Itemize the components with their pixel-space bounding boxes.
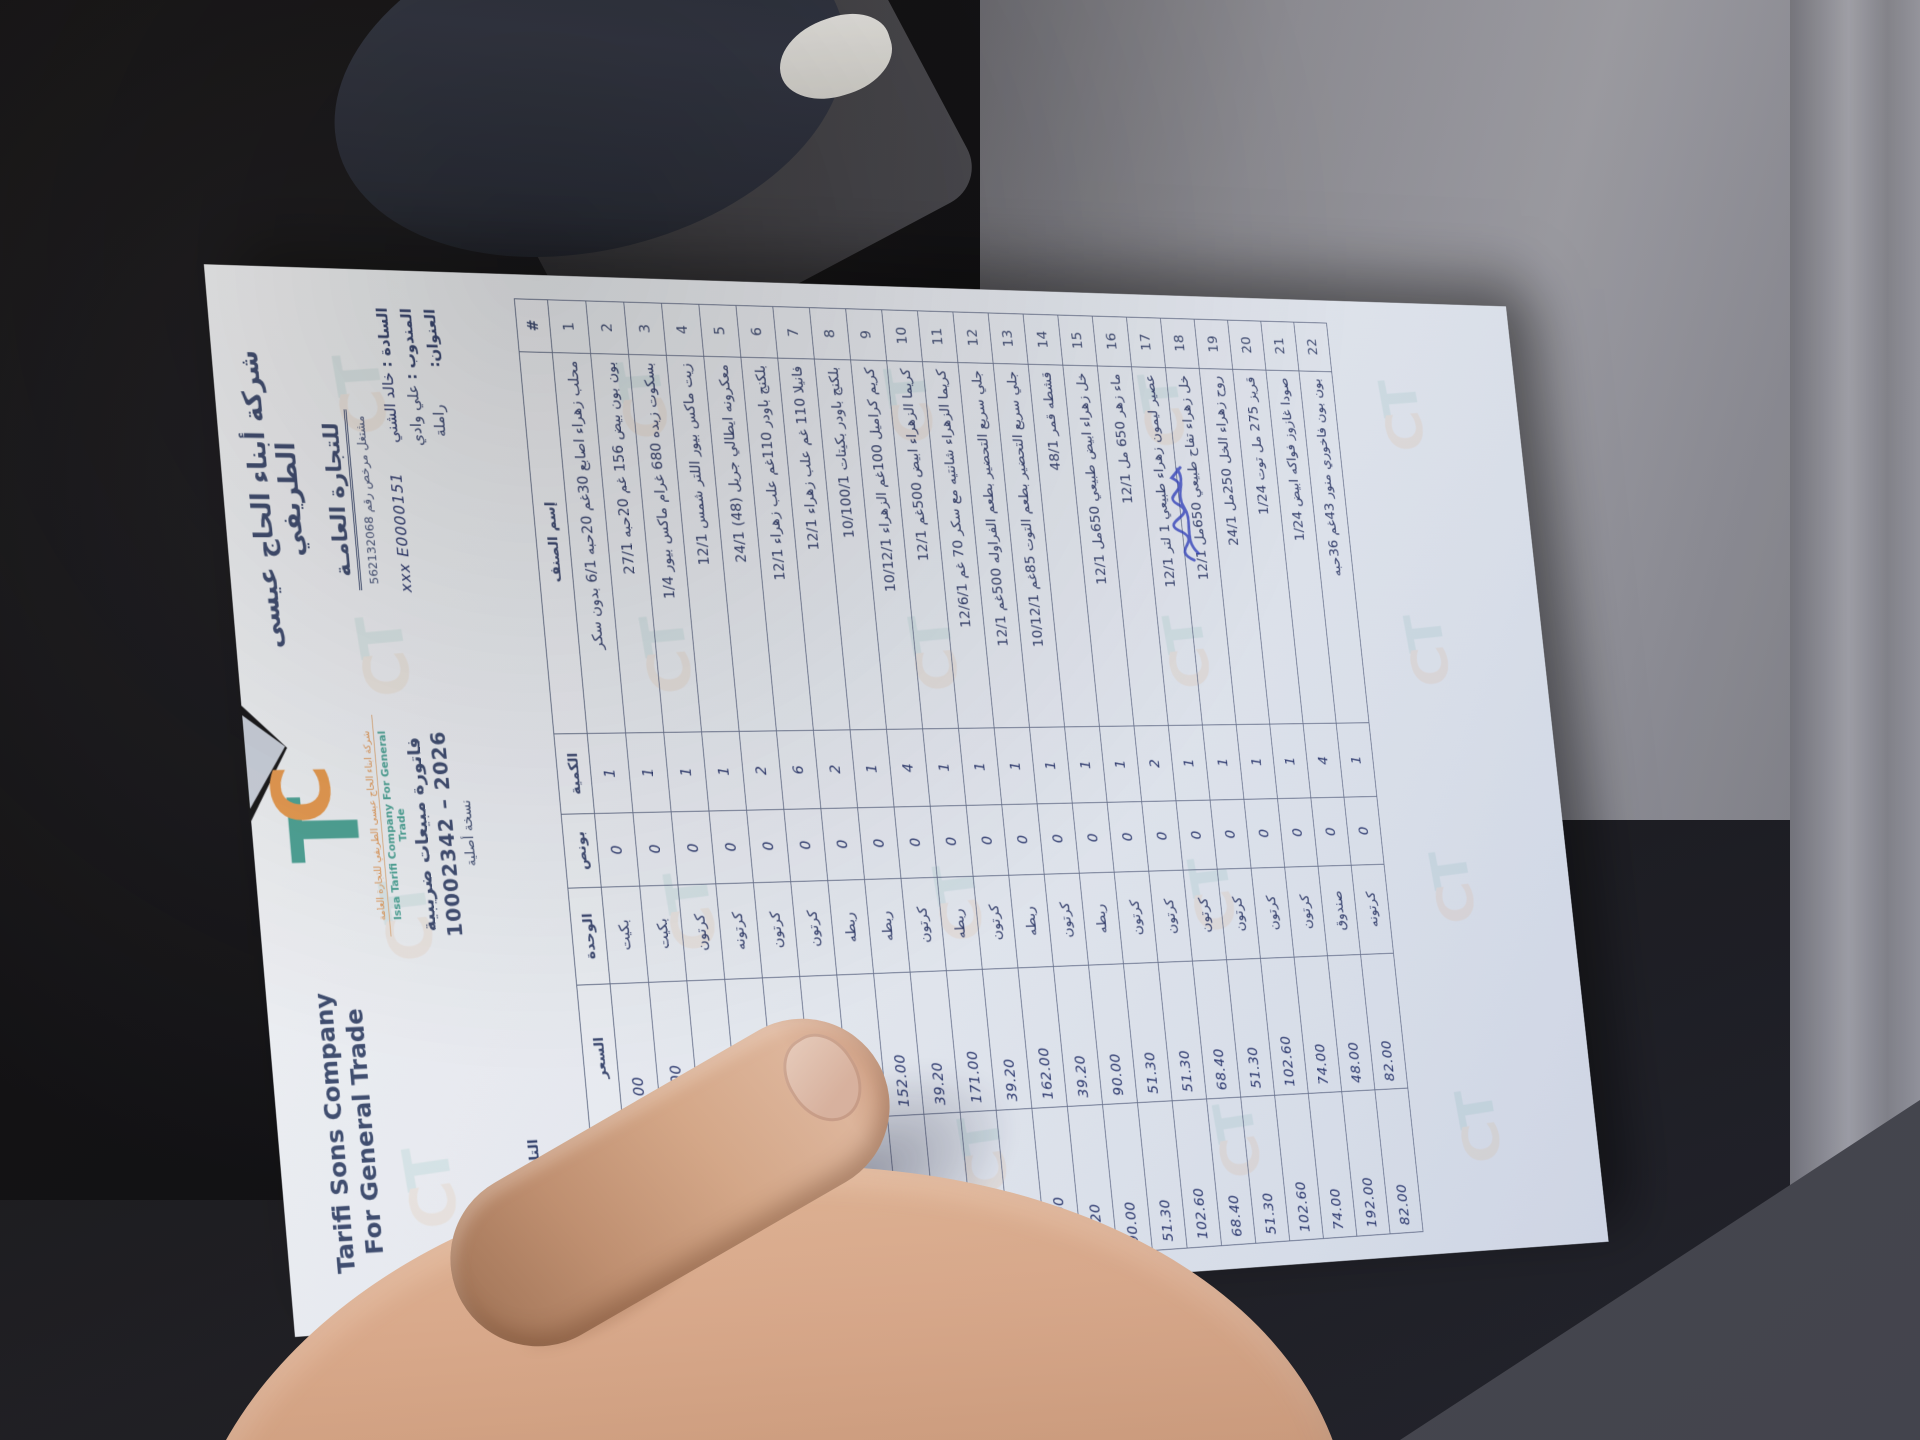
row-number-cell: 9 — [845, 308, 887, 361]
row-number-cell: 6 — [735, 305, 778, 358]
bonus-cell: 0 — [1343, 796, 1385, 866]
row-number-cell: 3 — [623, 302, 667, 355]
tc-logo-icon: T C — [253, 715, 384, 940]
row-number-cell: 7 — [772, 306, 815, 359]
row-number-cell: 14 — [1023, 314, 1063, 365]
row-number-cell: 15 — [1057, 315, 1098, 366]
row-number-cell: 20 — [1227, 320, 1266, 370]
bonus-cell: 0 — [594, 812, 640, 888]
rep-label: المندوب : — [396, 307, 421, 380]
row-number-cell: 21 — [1260, 321, 1299, 371]
company-name-english: Tarifi Sons Company For General Trade — [306, 970, 393, 1297]
row-number-cell: 2 — [585, 300, 629, 355]
row-number-cell: 1 — [547, 299, 591, 354]
customer-block: السادة : خالد الشني xxx E0000151 المندوب… — [373, 307, 478, 686]
row-number-cell: 19 — [1194, 319, 1233, 369]
company-name-arabic: شركة أبناء الحاج عيسى الطريفي للتجارة ال… — [230, 297, 392, 701]
company-logo: T C شركة ابناء الحاج عيسى الطريفي للتجار… — [253, 714, 417, 940]
table-header-cell: # — [514, 298, 553, 353]
row-number-cell: 10 — [881, 309, 923, 362]
row-number-cell: 16 — [1092, 316, 1132, 367]
row-number-cell: 18 — [1160, 318, 1200, 369]
row-number-cell: 22 — [1293, 322, 1332, 372]
row-number-cell: 12 — [952, 311, 994, 364]
address-label: العنوان: — [420, 308, 444, 368]
customer-label: السادة : — [372, 307, 396, 368]
row-number-cell: 8 — [809, 307, 851, 360]
company-name-line1: شركة أبناء الحاج عيسى الطريفي — [233, 349, 311, 649]
row-number-cell: 13 — [988, 312, 1029, 364]
logo-letter-c: C — [253, 763, 352, 826]
blue-ink-scribble — [1153, 460, 1214, 565]
quantity-cell: 1 — [1336, 722, 1377, 797]
row-number-cell: 17 — [1126, 317, 1166, 368]
address-value: راملة — [429, 404, 450, 437]
customer-name: خالد الشني — [378, 371, 403, 443]
row-number-cell: 5 — [698, 304, 741, 357]
rep-name: علي وادي — [403, 384, 427, 446]
row-number-cell: 11 — [917, 310, 958, 363]
customer-code: xxx E0000151 — [387, 472, 416, 593]
row-number-cell: 4 — [661, 303, 704, 356]
